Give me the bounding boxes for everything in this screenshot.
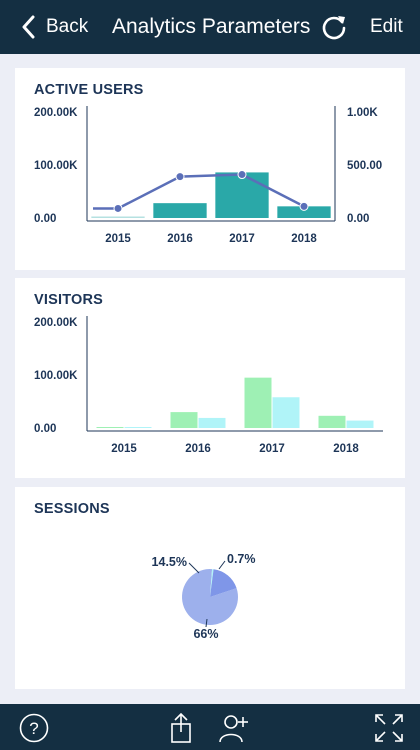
y-tick-label: 100.00K [34,370,78,382]
line-point [299,201,309,211]
y-tick-label: 100.00K [34,160,78,172]
x-tick-label: 2015 [105,233,131,245]
y2-tick-label: 1.00K [347,107,378,119]
card-title: VISITORS [34,292,104,308]
x-tick-label: 2015 [111,443,137,455]
y-tick-label: 0.00 [34,213,56,225]
line-point [237,170,247,180]
bar [91,216,145,218]
y2-tick-label: 500.00 [347,160,382,172]
x-tick-label: 2016 [185,443,211,455]
line-point [113,203,123,213]
edit-button[interactable]: Edit [370,16,403,37]
bar [346,420,374,428]
visitors-card: VISITORS 0.00 100.00K 200.00K 2015 2016 2017 2… [15,278,405,478]
x-tick-label: 2017 [259,443,285,455]
y-tick-label: 200.00K [34,317,78,329]
bar [215,172,269,218]
pie-label: 14.5% [152,555,187,569]
x-tick-label: 2016 [167,233,193,245]
y2-tick-label: 0.00 [347,213,369,225]
line-point [175,172,185,182]
pie-leader-line [188,562,200,574]
bar [96,427,124,428]
back-button[interactable]: Back [22,12,88,42]
sessions-chart: 66% 0.7% 14.5% [152,552,256,641]
pie-label: 0.7% [227,552,256,566]
chevron-left-icon [22,15,35,39]
help-icon[interactable]: ? [18,712,50,744]
pie-slice [210,569,214,597]
bar [153,203,207,218]
card-title: ACTIVE USERS [34,82,144,98]
back-label: Back [46,16,89,37]
bar [272,397,300,428]
visitors-chart: 0.00 100.00K 200.00K 2015 2016 2017 2018 [34,316,383,455]
sessions-card: SESSIONS 66% 0.7% 14.5% [15,487,405,689]
line-series [117,173,305,210]
pie-slice [210,569,237,597]
share-icon[interactable] [165,712,197,744]
refresh-icon[interactable] [320,13,348,41]
active-users-chart: 0.00 100.00K 200.00K 0.00 500.00 1.00K 2015 201… [34,106,382,245]
x-tick-label: 2018 [291,233,317,245]
bar [244,377,272,428]
pie-leader-line [205,618,208,628]
navigation-bar: Back Analytics Parameters Edit [0,0,420,54]
page-title: Analytics Parameters [112,15,311,38]
card-title: SESSIONS [34,501,110,517]
bar [198,417,226,428]
bar [318,415,346,428]
fullscreen-icon[interactable] [373,712,405,744]
bar [170,412,198,428]
pie-label: 66% [193,627,218,641]
bar [277,206,331,218]
y-tick-label: 200.00K [34,107,78,119]
x-tick-label: 2017 [229,233,255,245]
svg-text:?: ? [29,719,38,738]
bottom-toolbar: ? [0,704,420,750]
active-users-card: ACTIVE USERS 0.00 100.00K 200.00K 0.00 500.0… [15,68,405,270]
x-tick-label: 2018 [333,443,359,455]
pie-leader-line [218,560,226,570]
bar [124,427,152,428]
add-user-icon[interactable] [218,712,250,744]
y-tick-label: 0.00 [34,423,56,435]
